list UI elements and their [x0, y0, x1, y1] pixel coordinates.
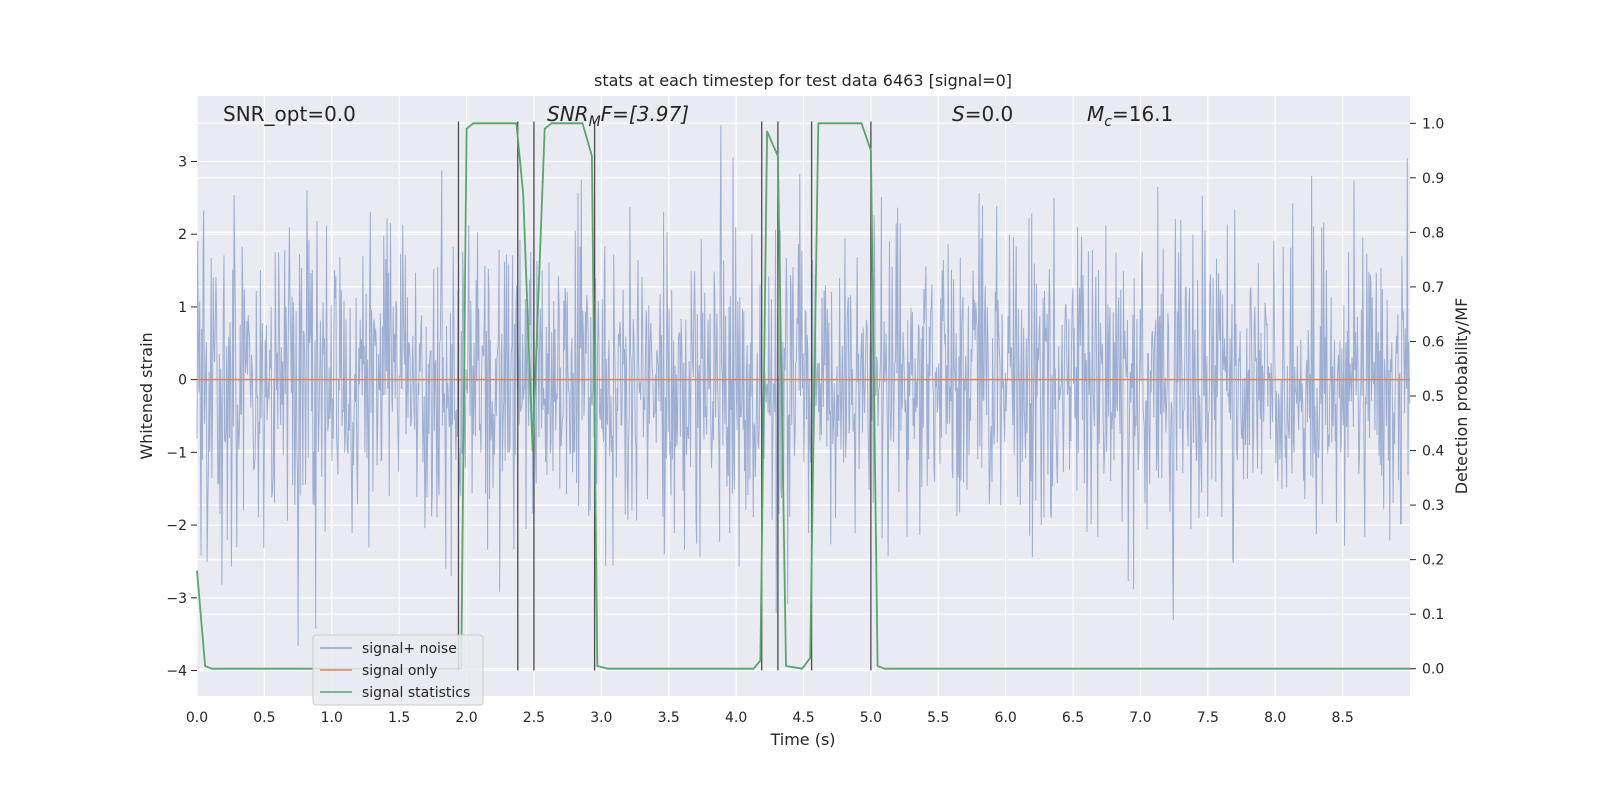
- y2-tick-label: 0.7: [1422, 280, 1444, 296]
- x-tick-label: 4.0: [725, 710, 747, 726]
- y-tick-label: 0: [178, 373, 187, 389]
- y2-tick-label: 0.4: [1422, 444, 1444, 460]
- x-tick-label: 6.5: [1062, 710, 1084, 726]
- x-tick-label: 8.0: [1264, 710, 1286, 726]
- x-tick-label: 6.0: [995, 710, 1017, 726]
- y2-tick-label: 0.1: [1422, 607, 1444, 623]
- x-tick-label: 8.5: [1331, 710, 1353, 726]
- x-tick-label: 7.0: [1129, 710, 1151, 726]
- y2-tick-label: 0.6: [1422, 334, 1444, 350]
- x-tick-labels: 0.0 0.5 1.0 1.5 2.0 2.5 3.0 3.5 4.0 4.5 5.0 5.5 6.0 6…: [186, 710, 1354, 726]
- y-tick-label: −4: [166, 664, 187, 680]
- annotation-mc-rest: =16.1: [1112, 102, 1173, 126]
- y2-tick-label: 0.2: [1422, 553, 1444, 569]
- y2-tick-labels: 1.0 0.9 0.8 0.7 0.6 0.5 0.4 0.3 0.2 0.1 0.0: [1410, 116, 1444, 678]
- annotation-snr-mf-sub: M: [589, 114, 601, 130]
- y2-tick-label: 0.5: [1422, 389, 1444, 405]
- x-tick-label: 0.0: [186, 710, 208, 726]
- annotation-s: S=0.0: [952, 102, 1013, 126]
- y-tick-label: −3: [166, 591, 187, 607]
- y2-tick-label: 1.0: [1422, 116, 1444, 132]
- y2-tick-label: 0.3: [1422, 498, 1444, 514]
- y-tick-label: 2: [178, 227, 187, 243]
- x-tick-label: 5.5: [927, 710, 949, 726]
- x-tick-label: 0.5: [253, 710, 275, 726]
- annotation-s-rest: =0.0: [965, 102, 1014, 126]
- y-tick-label: 1: [178, 300, 187, 316]
- annotation-s-main: S: [952, 102, 965, 126]
- x-tick-label: 4.5: [792, 710, 814, 726]
- x-tick-label: 2.5: [523, 710, 545, 726]
- legend: signal+ noise signal only signal statist…: [312, 634, 484, 706]
- annotation-snr-mf: SNRMF=[3.97]: [547, 102, 689, 130]
- x-tick-label: 1.0: [321, 710, 343, 726]
- chart-title: stats at each timestep for test data 646…: [594, 71, 1012, 90]
- y2-tick-label: 0.8: [1422, 225, 1444, 241]
- legend-label-signal: signal only: [362, 663, 437, 679]
- annotation-mc-sub: c: [1104, 114, 1112, 130]
- legend-box: [312, 634, 484, 706]
- noise-line: [196, 125, 1411, 646]
- statistics-series: [196, 122, 1410, 670]
- y-axis-label: Whitened strain: [137, 332, 156, 459]
- y-tick-label: −1: [166, 445, 187, 461]
- y-tick-labels: 3 2 1 0 −1 −2 −3 −4: [166, 154, 197, 680]
- x-axis-label: Time (s): [769, 730, 835, 749]
- annotation-snr-mf-rest: F=[3.97]: [601, 102, 689, 126]
- noise-series: [196, 125, 1411, 646]
- x-tick-label: 1.5: [388, 710, 410, 726]
- x-tick-label: 3.0: [590, 710, 612, 726]
- x-tick-label: 5.0: [860, 710, 882, 726]
- legend-label-noise: signal+ noise: [362, 641, 457, 657]
- x-tick-label: 3.5: [658, 710, 680, 726]
- annotation-mc: Mc=16.1: [1087, 102, 1173, 130]
- y-tick-label: −2: [166, 518, 187, 534]
- y-tick-label: 3: [178, 154, 187, 170]
- annotation-snr-opt: SNR_opt=0.0: [223, 102, 356, 126]
- legend-label-statistics: signal statistics: [362, 685, 470, 701]
- annotation-snr-mf-main: SNR: [547, 102, 589, 126]
- y2-tick-label: 0.0: [1422, 662, 1444, 678]
- y2-axis-label: Detection probability/MF: [1452, 298, 1471, 495]
- x-tick-label: 2.0: [455, 710, 477, 726]
- y2-tick-label: 0.9: [1422, 171, 1444, 187]
- x-tick-label: 7.5: [1197, 710, 1219, 726]
- statistics-line: [196, 122, 1410, 670]
- annotation-mc-main: M: [1087, 102, 1104, 126]
